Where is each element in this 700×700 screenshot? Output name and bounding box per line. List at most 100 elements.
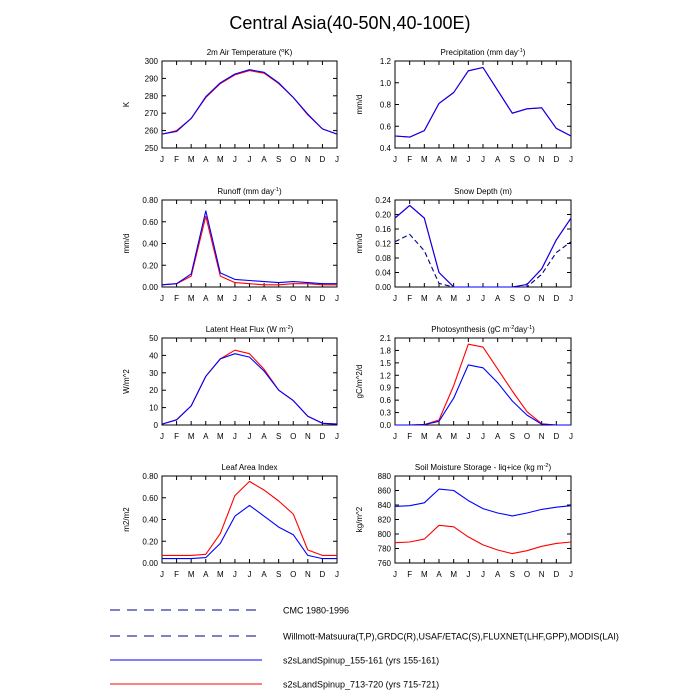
panel-gpp: Photosynthesis (gC m-2day-1) 0.0 0.3 0.6 0.9… (355, 325, 573, 441)
series-line: s2sLandSpinup_155-161 (162, 504, 337, 560)
x-tick-label: M (421, 294, 428, 303)
y-tick-label: 0.0 (380, 421, 392, 430)
x-tick-label: S (510, 155, 515, 164)
y-tick-label: 10 (149, 404, 158, 413)
y-axis-label: mm/d (122, 234, 131, 254)
x-tick-label: M (188, 432, 195, 441)
y-tick-label: 760 (378, 559, 392, 568)
legend: CMC 1980-1996 Willmott-Matsuura(T,P),GRDC… (110, 606, 619, 690)
x-tick-label: A (495, 570, 501, 579)
y-tick-label: 0.12 (375, 240, 391, 249)
y-tick-label: 280 (145, 92, 159, 101)
y-tick-label: 800 (378, 530, 392, 539)
x-tick-label: O (290, 294, 296, 303)
x-tick-label: N (305, 570, 311, 579)
y-tick-label: 1.2 (380, 57, 392, 66)
y-tick-label: 30 (149, 369, 158, 378)
x-tick-label: J (393, 155, 397, 164)
y-tick-label: 0.20 (375, 211, 391, 220)
x-tick-label: J (569, 570, 573, 579)
y-axis-label: mm/d (355, 95, 364, 115)
series-line: s2sLandSpinup_713-720 (395, 343, 571, 426)
y-tick-label: 0.6 (380, 122, 392, 131)
y-tick-label: 0.00 (142, 559, 158, 568)
y-tick-label: 0.08 (375, 254, 391, 263)
x-tick-label: J (160, 155, 164, 164)
panel-title: Runoff (mm day-1) (217, 187, 282, 196)
x-tick-label: J (335, 432, 339, 441)
x-tick-label: D (553, 155, 559, 164)
x-tick-label: M (188, 294, 195, 303)
x-tick-label: J (481, 294, 485, 303)
panel-title: Leaf Area Index (221, 463, 277, 472)
x-tick-label: J (248, 432, 252, 441)
x-tick-label: J (233, 294, 237, 303)
x-tick-label: O (524, 294, 530, 303)
x-tick-label: M (217, 294, 224, 303)
y-tick-label: 1.8 (380, 346, 392, 355)
x-tick-label: J (248, 570, 252, 579)
x-tick-label: F (174, 294, 179, 303)
x-tick-label: O (290, 570, 296, 579)
plot-frame (394, 60, 572, 149)
panel-soil: Soil Moisture Storage - liq+ice (kg m-2)… (355, 463, 573, 579)
x-tick-label: A (203, 432, 209, 441)
x-tick-label: N (539, 570, 545, 579)
y-tick-label: 1.0 (380, 79, 392, 88)
x-tick-label: S (276, 294, 281, 303)
x-tick-label: J (233, 155, 237, 164)
y-tick-label: 0.20 (142, 261, 158, 270)
series-line: s2sLandSpinup_155-161 (394, 66, 572, 138)
y-axis-label: m2/m2 (122, 507, 131, 532)
panel-title: Photosynthesis (gC m-2day-1) (431, 325, 535, 334)
x-tick-label: A (261, 432, 267, 441)
x-tick-label: M (450, 570, 457, 579)
x-tick-label: A (203, 570, 209, 579)
series-line: s2sLandSpinup_155-161 (161, 353, 338, 425)
x-tick-label: J (393, 432, 397, 441)
x-tick-label: D (320, 294, 326, 303)
y-tick-label: 0.00 (142, 283, 158, 292)
legend-label: Willmott-Matsuura(T,P),GRDC(R),USAF/ETAC… (283, 632, 619, 642)
legend-label: CMC 1980-1996 (283, 606, 349, 616)
x-tick-label: A (495, 294, 501, 303)
x-tick-label: J (569, 294, 573, 303)
x-tick-label: D (320, 570, 326, 579)
x-tick-label: F (407, 570, 412, 579)
x-tick-label: M (421, 155, 428, 164)
y-tick-label: 0.04 (375, 269, 391, 278)
x-tick-label: O (524, 570, 530, 579)
y-tick-label: 1.2 (380, 371, 392, 380)
y-tick-label: 880 (378, 472, 392, 481)
plot-frame (161, 337, 338, 426)
plot-frame (161, 60, 338, 149)
panel-t2m: 2m Air Temperature (oK) 250 260 270 280 290 30… (122, 48, 339, 164)
x-tick-label: J (248, 294, 252, 303)
series-line: s2sLandSpinup_155-161 (161, 69, 338, 135)
panel-title: Snow Depth (m) (454, 187, 512, 196)
x-tick-label: J (466, 570, 470, 579)
x-tick-label: A (495, 432, 501, 441)
plot-frame (161, 199, 338, 288)
x-tick-label: F (407, 155, 412, 164)
panels: 2m Air Temperature (oK) 250 260 270 280 290 30… (122, 48, 573, 579)
y-tick-label: 1.5 (380, 359, 392, 368)
y-tick-label: 0.24 (375, 196, 391, 205)
x-tick-label: M (217, 432, 224, 441)
panel-runoff: Runoff (mm day-1)0.000.200.400.600.80J F M… (122, 187, 339, 303)
y-tick-label: 300 (145, 57, 159, 66)
x-tick-label: J (160, 570, 164, 579)
x-tick-label: O (524, 432, 530, 441)
series-line: s2sLandSpinup_713-720 (394, 204, 572, 288)
y-tick-label: 780 (378, 545, 392, 554)
x-tick-label: D (553, 570, 559, 579)
x-tick-label: J (248, 155, 252, 164)
series-line: s2sLandSpinup_713-720 (161, 349, 338, 425)
x-tick-label: J (481, 570, 485, 579)
x-tick-label: M (450, 294, 457, 303)
x-tick-label: J (335, 155, 339, 164)
plot-frame (161, 475, 338, 564)
series-line: s2sLandSpinup_713-720 (161, 70, 338, 135)
